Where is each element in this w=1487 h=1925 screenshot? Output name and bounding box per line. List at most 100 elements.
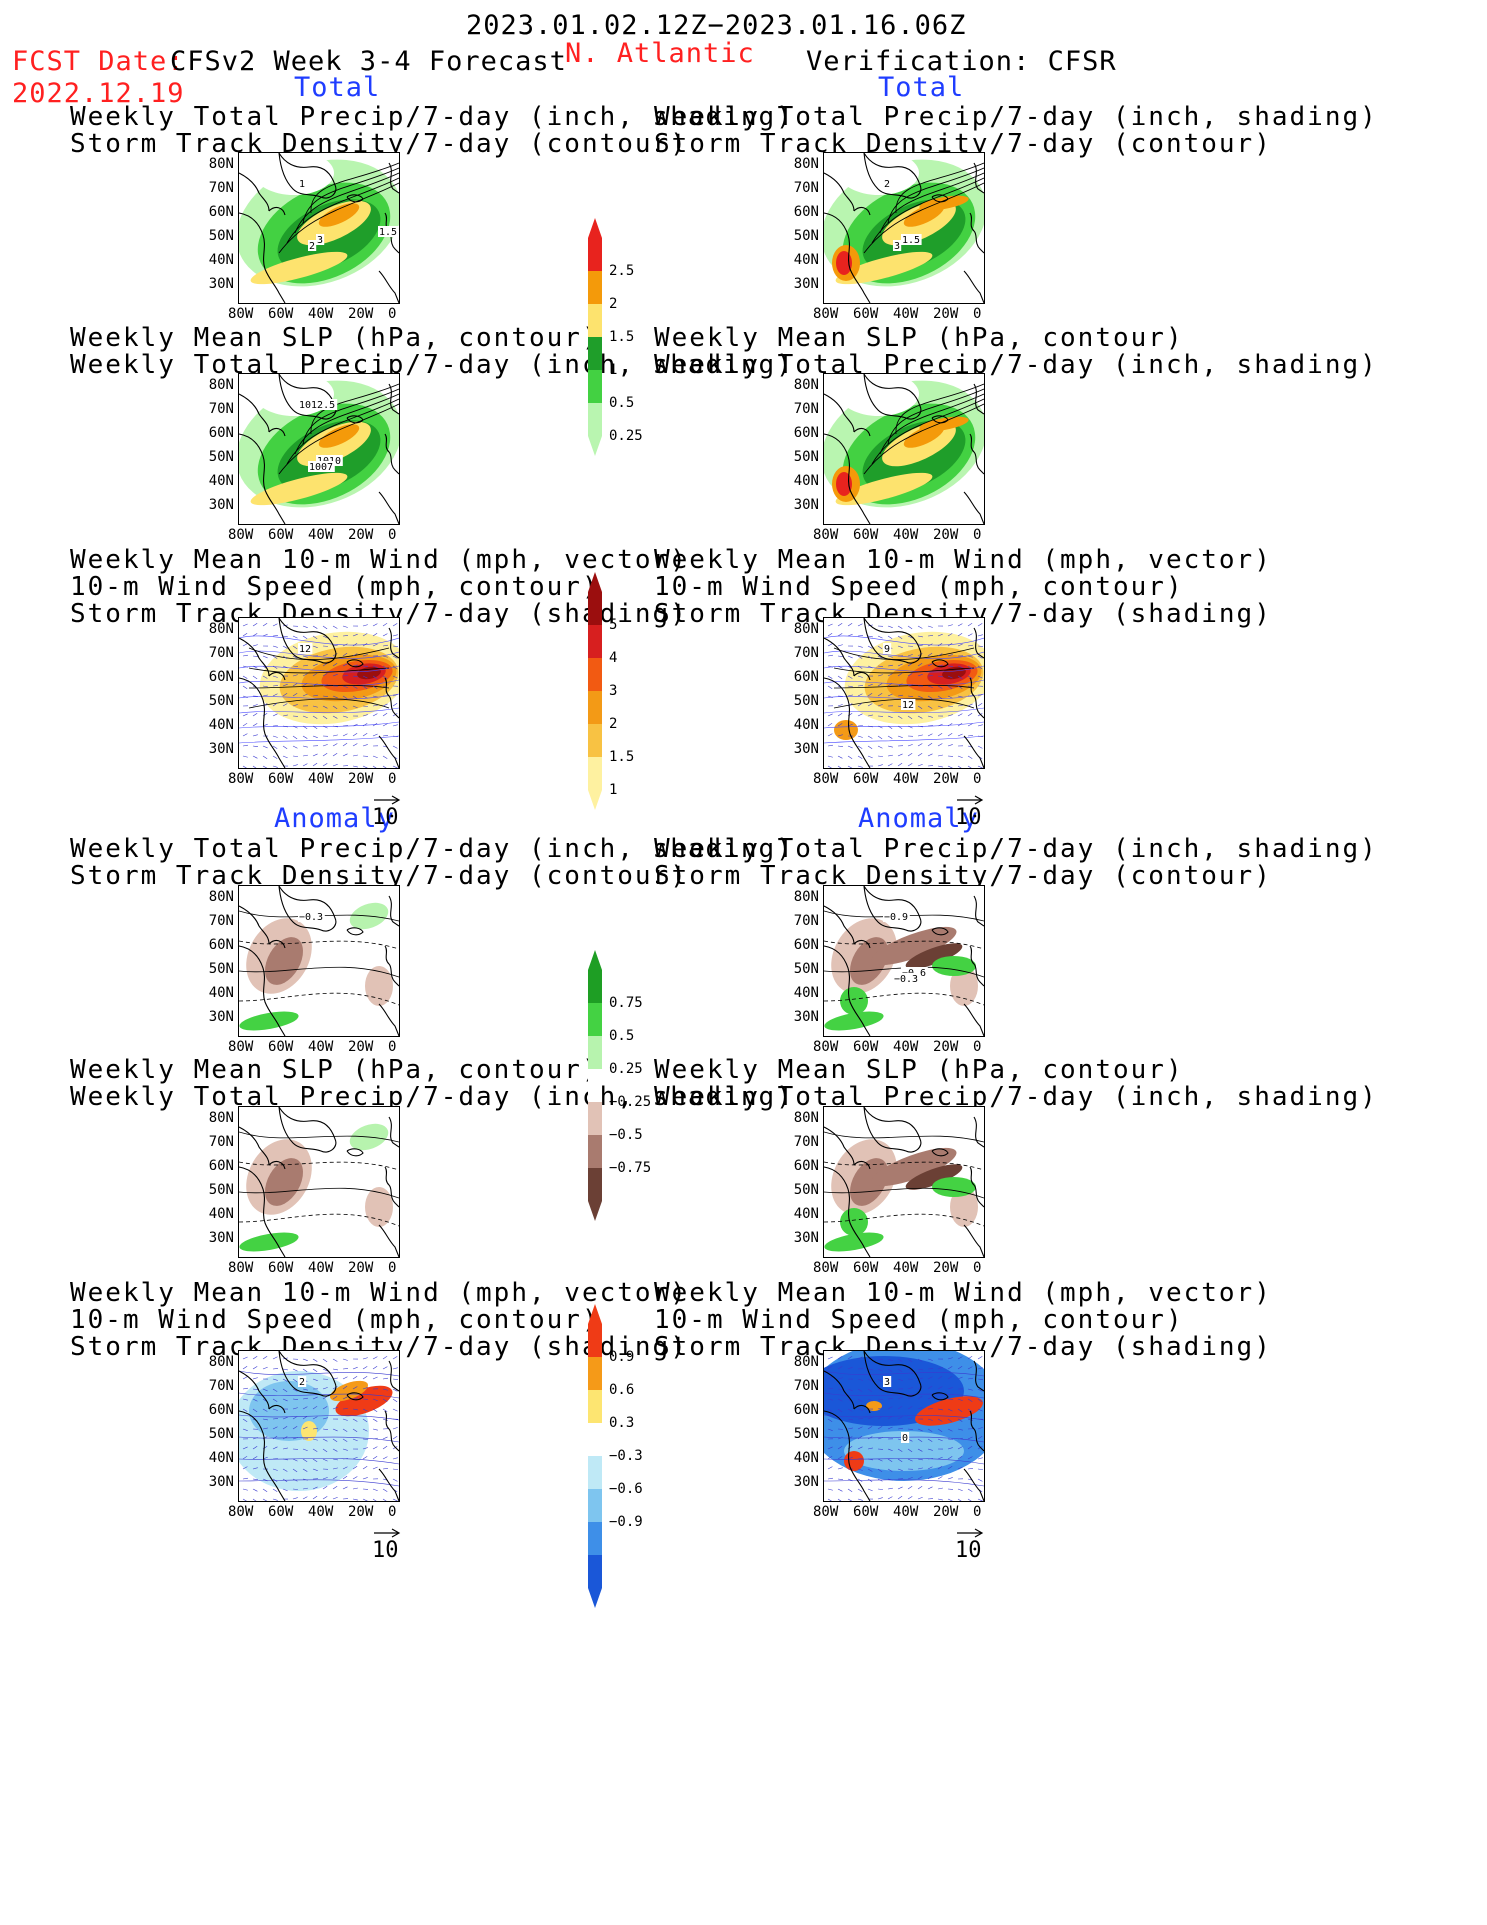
colorbar-label: 0.5 — [609, 395, 635, 411]
wind-vector — [332, 1395, 338, 1400]
wind-vector — [977, 735, 983, 738]
contour-label-bg — [316, 455, 343, 466]
wind-vector — [322, 1448, 328, 1453]
lat-tick: 50N — [793, 1426, 819, 1442]
contour-line — [824, 635, 984, 646]
lon-tick: 0 — [388, 306, 397, 322]
wind-vector — [392, 735, 398, 738]
wind-vector — [272, 735, 278, 738]
wind-vector — [252, 1356, 258, 1360]
wind-vector — [272, 702, 278, 707]
wind-vector — [332, 705, 338, 710]
coastline — [378, 1003, 399, 1036]
wind-vector — [242, 733, 248, 737]
wind-vector — [947, 1477, 953, 1480]
lon-tick: 0 — [973, 1260, 982, 1276]
lat-tick: 60N — [793, 425, 819, 441]
contour-line — [863, 403, 984, 475]
wind-vector — [977, 1457, 983, 1460]
lat-tick: 40N — [208, 717, 234, 733]
wind-vector — [917, 1395, 923, 1400]
contour-line — [895, 162, 984, 214]
lat-tick: 30N — [208, 741, 234, 757]
wind-vector — [242, 744, 248, 747]
wind-vector — [262, 1418, 268, 1421]
wind-vector — [837, 704, 843, 707]
colorbar-precip_anom: 0.75 0.5 0.25 −0.25 −0.5 −0.75 — [587, 950, 651, 1225]
wind-vector — [362, 1498, 368, 1501]
wind-vector — [282, 1468, 288, 1472]
wind-vector — [252, 1478, 258, 1480]
p1-map-svg: 1 32 1.5 — [239, 153, 399, 303]
wind-vector — [272, 675, 278, 678]
lon-tick: 60W — [853, 771, 879, 787]
wind-vector — [362, 1438, 368, 1440]
wind-vector — [967, 1488, 973, 1492]
wind-vector — [867, 1488, 873, 1492]
lon-tick: 0 — [388, 771, 397, 787]
wind-vector — [312, 1358, 318, 1362]
coastline — [931, 659, 949, 668]
wind-vector — [302, 1368, 308, 1372]
wind-vector — [917, 695, 923, 699]
wind-vector — [947, 1428, 953, 1432]
wind-vector — [242, 1408, 248, 1412]
wind-vector — [362, 685, 368, 690]
wind-vector — [977, 1468, 983, 1471]
wind-vector — [372, 1418, 378, 1422]
coastline — [824, 637, 855, 677]
wind-vector — [857, 645, 863, 648]
lat-tick: 80N — [793, 1110, 819, 1126]
wind-vector — [857, 1488, 863, 1492]
wind-vector — [907, 695, 913, 697]
lon-tick: 40W — [893, 527, 919, 543]
colorbar-cap — [588, 218, 602, 238]
wind-vector — [242, 1446, 248, 1450]
contour-line — [239, 693, 399, 700]
p3-map-svg: 1012.510101007 — [239, 374, 399, 524]
lon-tick: 80W — [228, 771, 254, 787]
wind-vector — [877, 735, 883, 740]
contour-label-bg — [298, 399, 338, 410]
wind-vector — [957, 1398, 963, 1402]
wind-vector — [352, 1438, 358, 1442]
lat-tick: 80N — [793, 156, 819, 172]
lon-tick: 20W — [933, 306, 959, 322]
coastline — [278, 1351, 337, 1397]
wind-vector — [827, 755, 833, 758]
wind-vector — [967, 1456, 973, 1460]
wind-vector — [312, 762, 318, 767]
wind-vector — [837, 1398, 843, 1402]
coastline — [853, 671, 871, 681]
wind-vector — [342, 695, 348, 699]
wind-vector — [897, 1468, 903, 1471]
wind-vector — [907, 1448, 913, 1453]
wind-vector — [392, 765, 398, 768]
lat-tick: 80N — [208, 1354, 234, 1370]
wind-vector — [252, 1498, 257, 1501]
coastline — [963, 491, 984, 524]
colorbar-swatch — [588, 1069, 602, 1102]
wind-vector — [847, 655, 853, 659]
wind-vector — [867, 683, 873, 687]
wind-vector — [252, 723, 258, 727]
wind-vector — [847, 633, 853, 637]
lat-tick: 60N — [208, 1402, 234, 1418]
wind-vector — [897, 663, 903, 667]
wind-vector — [857, 1435, 863, 1440]
wind-vector — [332, 734, 338, 737]
coastline — [863, 1351, 922, 1397]
wind-vector — [867, 1425, 873, 1430]
wind-vector — [372, 665, 378, 669]
lat-tick: 80N — [793, 377, 819, 393]
contour-label: 0 — [902, 1433, 908, 1444]
wind-vector — [947, 714, 953, 717]
wind-vector — [877, 635, 883, 639]
wind-vector — [847, 765, 853, 768]
contour-line — [879, 393, 984, 455]
wind-vector — [262, 765, 268, 768]
wind-vector — [332, 1406, 338, 1410]
shading-region — [871, 1147, 957, 1187]
contour-line — [824, 693, 984, 700]
wind-vector — [342, 652, 348, 657]
